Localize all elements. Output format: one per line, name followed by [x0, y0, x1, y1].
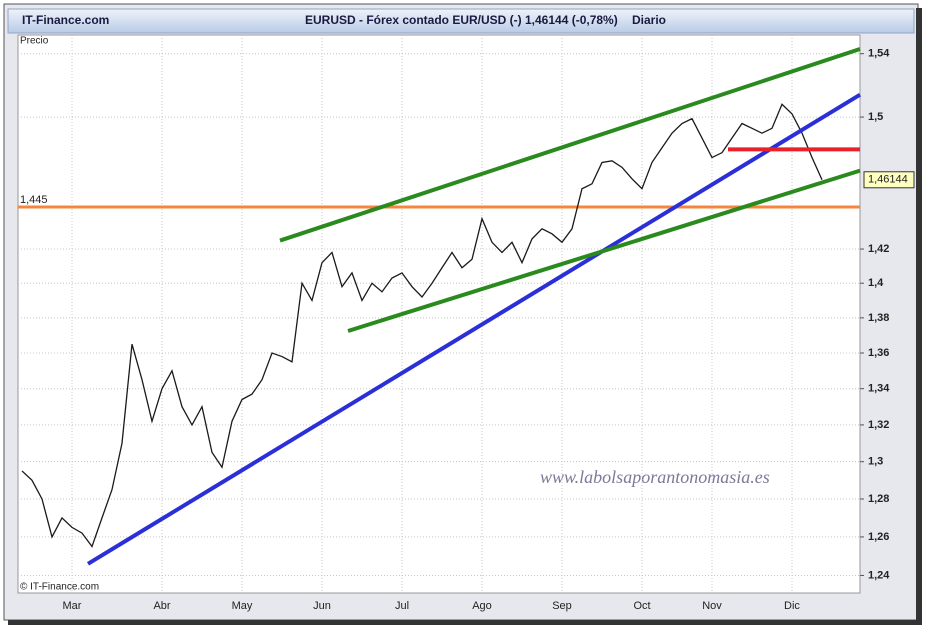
chart-title: EURUSD - Fórex contado EUR/USD (-)	[305, 13, 522, 27]
subtitle: 1,46144 (-0,78%)	[525, 13, 618, 27]
y-tick-label: 1,36	[868, 347, 889, 359]
y-tick-label: 1,38	[868, 312, 889, 324]
y-tick-label: 1,34	[868, 383, 890, 395]
source: IT-Finance.com	[22, 13, 109, 27]
trend-line	[86, 92, 862, 566]
period: Diario	[632, 13, 666, 27]
y-tick-label: 1,24	[868, 569, 890, 581]
legend-entry: Precio	[20, 36, 49, 47]
x-tick-label: Oct	[633, 600, 650, 612]
y-tick-label: 1,26	[868, 531, 889, 543]
x-tick-label: Sep	[552, 600, 572, 612]
x-tick-label: Mar	[63, 600, 82, 612]
x-tick-label: Ago	[472, 600, 492, 612]
level-label: 1,445	[20, 194, 48, 206]
copyright: © IT-Finance.com	[20, 582, 99, 593]
y-tick-label: 1,42	[868, 243, 889, 255]
shadow	[916, 8, 922, 622]
plot-area	[17, 34, 861, 594]
x-tick-label: Nov	[702, 600, 722, 612]
trend-line	[279, 47, 861, 243]
shadow	[8, 620, 922, 625]
watermark: www.labolsaporantonomasia.es	[540, 467, 770, 487]
x-tick-label: Dic	[784, 600, 800, 612]
last-value-label: 1,46144	[868, 174, 908, 186]
x-tick-label: Jun	[313, 600, 331, 612]
x-tick-label: May	[232, 600, 253, 612]
y-tick-label: 1,4	[868, 277, 884, 289]
y-tick-label: 1,3	[868, 456, 883, 468]
y-tick-label: 1,5	[868, 111, 883, 123]
trend-line	[347, 168, 861, 333]
y-tick-label: 1,54	[868, 48, 890, 60]
last-value-box	[863, 171, 915, 189]
header-bar	[7, 8, 915, 34]
y-tick-label: 1,28	[868, 493, 889, 505]
x-tick-label: Jul	[395, 600, 409, 612]
y-tick-label: 1,32	[868, 419, 889, 431]
price-line	[21, 103, 823, 548]
x-tick-label: Abr	[153, 600, 170, 612]
